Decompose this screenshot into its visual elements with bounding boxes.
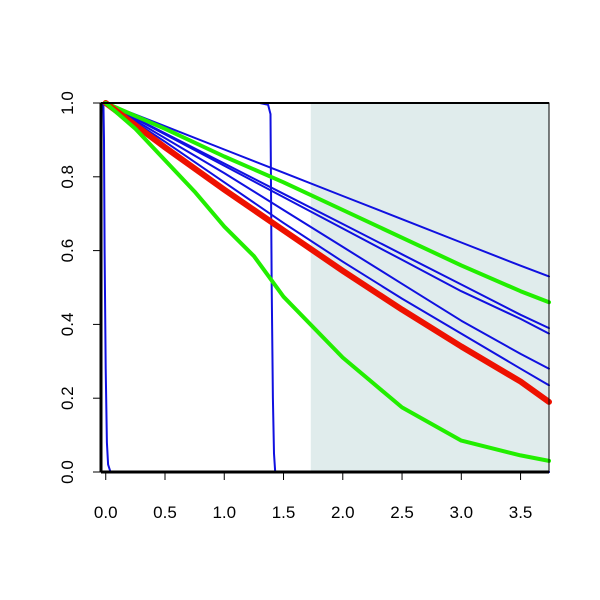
y-tick-label: 0.6: [58, 239, 77, 263]
x-tick-label: 3.5: [509, 503, 533, 522]
y-tick-label: 0.0: [58, 460, 77, 484]
x-tick-label: 1.5: [272, 503, 296, 522]
x-tick-label: 2.0: [331, 503, 355, 522]
series-layer: [102, 100, 552, 473]
x-tick-label: 2.5: [390, 503, 414, 522]
series-line-9: [102, 100, 552, 405]
series-line-3: [104, 102, 550, 278]
x-axis-ticks: 0.0 0.5 1.0 1.5 2.0 2.5 3.0 3.5: [94, 472, 532, 522]
series-line-4: [104, 102, 550, 330]
x-tick-label: 0.5: [153, 503, 177, 522]
x-tick-label: 3.0: [449, 503, 473, 522]
series-line-8: [103, 101, 551, 305]
x-tick-label: 0.0: [94, 503, 118, 522]
series-line-10: [103, 101, 551, 463]
y-tick-label: 0.8: [58, 165, 77, 189]
series-line-5: [104, 102, 550, 335]
series-line-7: [104, 102, 550, 387]
x-tick-label: 1.0: [212, 503, 236, 522]
axis-layer: [99, 102, 550, 474]
series-line-6: [104, 102, 550, 370]
y-tick-label: 1.0: [58, 91, 77, 115]
y-tick-label: 0.2: [58, 386, 77, 410]
y-tick-label: 0.4: [58, 313, 77, 337]
y-axis-ticks: 0.0 0.2 0.4 0.6 0.8 1.0: [58, 91, 101, 484]
